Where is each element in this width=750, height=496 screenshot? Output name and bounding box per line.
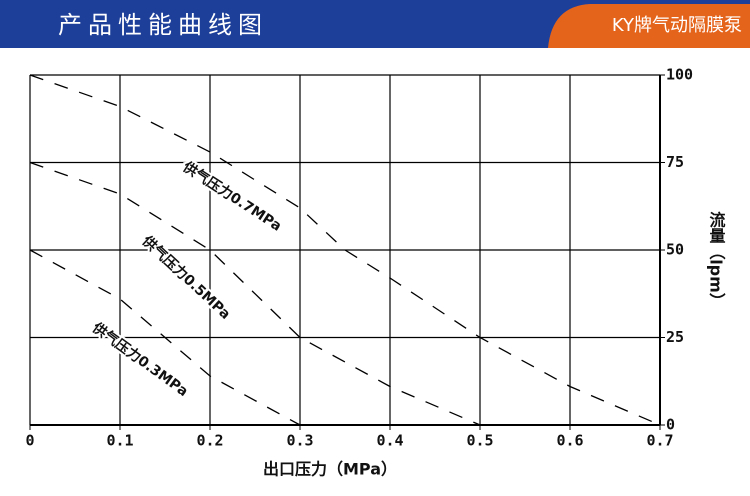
x-tick-label: 0.3 (286, 432, 313, 450)
x-tick-label: 0.7 (646, 432, 673, 450)
y-tick-label: 25 (666, 328, 684, 346)
x-tick-label: 0 (25, 432, 34, 450)
x-tick-label: 0.6 (556, 432, 583, 450)
series-line (29, 249, 301, 426)
x-axis-label: 出口压力（MPa） (263, 460, 397, 479)
page-title: 产品性能曲线图 (58, 11, 268, 39)
x-tick-label: 0.4 (376, 432, 403, 450)
x-tick-label: 0.2 (196, 432, 223, 450)
series-label: 供气压力0.7MPa (179, 158, 285, 235)
series-label: 供气压力0.5MPa (138, 232, 234, 323)
y-tick-label: 100 (666, 66, 693, 84)
y-tick-label: 0 (666, 416, 675, 434)
y-axis-label: 流量（lpm） (707, 210, 726, 309)
series-line (29, 161, 481, 426)
x-tick-label: 0.5 (466, 432, 493, 450)
series-label: 供气压力0.3MPa (88, 319, 191, 400)
y-tick-label: 50 (666, 241, 684, 259)
y-tick-label: 75 (666, 153, 684, 171)
brand-tab (548, 4, 750, 48)
x-tick-label: 0.1 (106, 432, 133, 450)
brand: KY牌气动隔膜泵 (612, 15, 742, 36)
